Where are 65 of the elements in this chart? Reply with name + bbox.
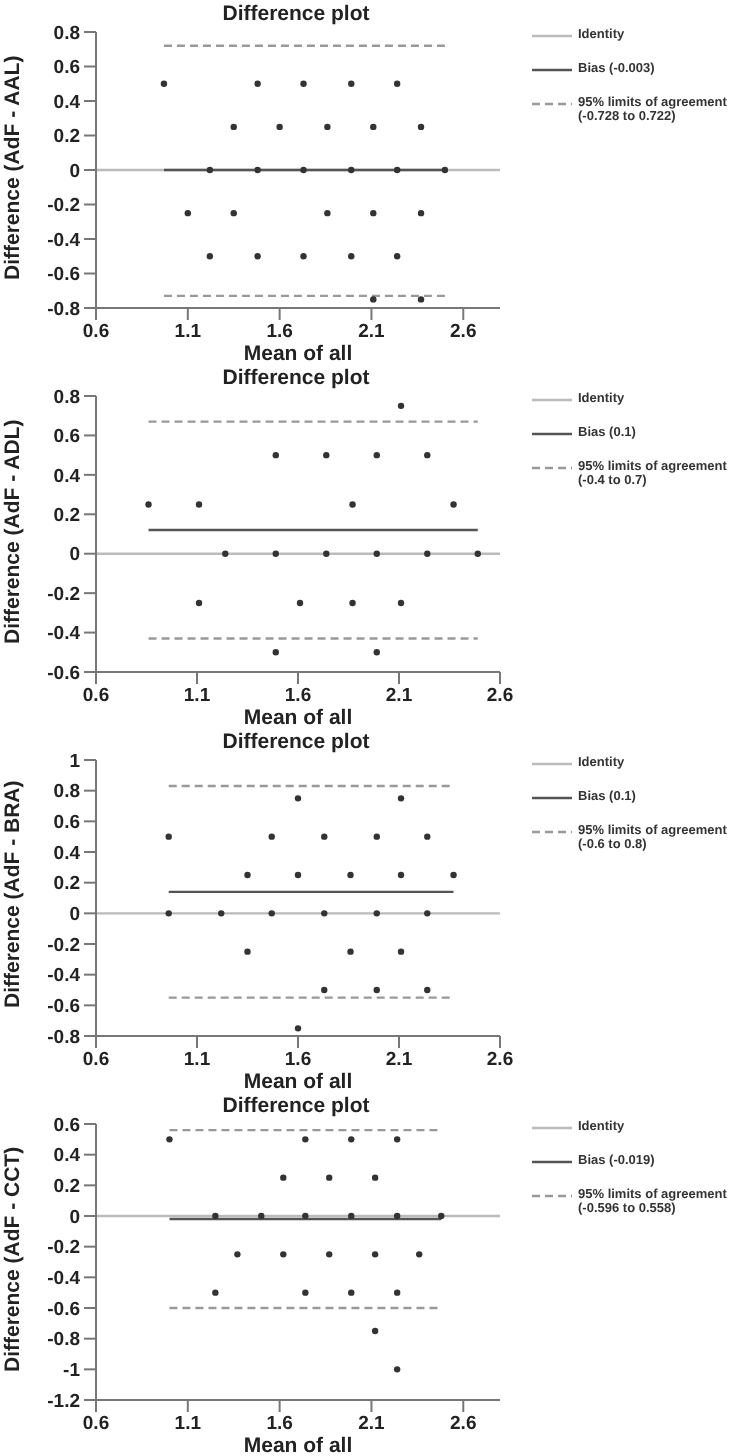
y-tick-label: 0.2 bbox=[53, 873, 80, 896]
y-tick-label: 0.8 bbox=[53, 22, 80, 45]
x-tick-label: 1.1 bbox=[174, 1413, 203, 1436]
y-tick-label: -0.2 bbox=[47, 583, 80, 606]
y-tick-label: -0.4 bbox=[47, 229, 82, 252]
chart-title: Difference plot bbox=[220, 2, 372, 26]
y-axis-title: Difference (AdF - CCT) bbox=[1, 1146, 26, 1372]
y-tick-label: 0.2 bbox=[53, 1176, 80, 1199]
y-tick-label: -0.6 bbox=[47, 1298, 80, 1321]
x-tick-label: 1.6 bbox=[266, 1413, 293, 1436]
y-tick-label: -0.4 bbox=[47, 1268, 82, 1291]
y-tick-label: 0 bbox=[69, 544, 80, 567]
y-tick-label: 0.2 bbox=[53, 126, 80, 149]
x-tick-label: 2.6 bbox=[450, 1413, 477, 1436]
x-tick-label: 1.6 bbox=[284, 1049, 312, 1072]
y-tick-label: 0 bbox=[69, 1206, 80, 1229]
x-tick-label: 2.6 bbox=[486, 685, 514, 708]
y-axis-title: Difference (AdF - BRA) bbox=[1, 780, 26, 1008]
x-tick-label: 2.1 bbox=[358, 1413, 387, 1436]
y-tick-label: -1 bbox=[63, 1360, 82, 1383]
x-tick-label: 1.6 bbox=[266, 321, 293, 344]
y-tick-label: -0.6 bbox=[47, 996, 80, 1019]
y-tick-label: 0.8 bbox=[53, 781, 80, 804]
y-tick-label: 0.6 bbox=[53, 426, 80, 449]
x-tick-label: 1.1 bbox=[183, 1049, 212, 1072]
y-tick-label: 0.4 bbox=[53, 1145, 82, 1168]
y-tick-label: -0.2 bbox=[47, 934, 80, 957]
x-tick-label: 2.6 bbox=[450, 321, 477, 344]
y-tick-label: 0.6 bbox=[53, 57, 80, 80]
y-tick-label: 0 bbox=[69, 160, 80, 183]
x-tick-label: 1.1 bbox=[174, 321, 203, 344]
x-axis-title: Mean of all bbox=[243, 706, 353, 730]
chart-title: Difference plot bbox=[220, 730, 372, 754]
y-tick-label: 0.2 bbox=[53, 505, 80, 528]
y-tick-label: 0 bbox=[69, 904, 80, 927]
y-tick-label: 0.4 bbox=[53, 465, 82, 488]
y-tick-label: -0.6 bbox=[47, 264, 80, 287]
y-tick-label: -0.6 bbox=[47, 662, 80, 685]
x-tick-label: 2.1 bbox=[385, 1049, 414, 1072]
y-tick-label: -0.2 bbox=[47, 1237, 80, 1260]
chart-title: Difference plot bbox=[220, 366, 372, 390]
y-tick-label: -0.8 bbox=[47, 298, 80, 321]
y-tick-label: 0.4 bbox=[53, 842, 82, 865]
y-tick-label: 0.6 bbox=[53, 812, 80, 835]
x-tick-label: 1.1 bbox=[183, 685, 212, 708]
x-tick-label: 2.1 bbox=[358, 321, 387, 344]
y-axis-title: Difference (AdF - AAL) bbox=[1, 55, 26, 280]
x-tick-label: 2.6 bbox=[486, 1049, 514, 1072]
y-tick-label: 1 bbox=[69, 750, 82, 773]
y-tick-label: -0.4 bbox=[47, 623, 82, 646]
x-axis-title: Mean of all bbox=[243, 342, 353, 366]
y-tick-label: 0.6 bbox=[53, 1114, 80, 1137]
y-tick-label: -0.8 bbox=[47, 1329, 80, 1352]
x-tick-label: 1.6 bbox=[284, 685, 312, 708]
x-axis-title: Mean of all bbox=[243, 1070, 353, 1094]
chart-title: Difference plot bbox=[220, 1094, 372, 1118]
y-tick-label: -0.4 bbox=[47, 965, 82, 988]
y-axis-title: Difference (AdF - ADL) bbox=[1, 419, 26, 644]
y-tick-label: -0.2 bbox=[47, 195, 80, 218]
y-tick-label: -1.2 bbox=[47, 1390, 80, 1413]
x-axis-title: Mean of all bbox=[243, 1434, 353, 1456]
y-tick-label: 0.4 bbox=[53, 91, 82, 114]
y-tick-label: 0.8 bbox=[53, 386, 80, 409]
x-tick-label: 2.1 bbox=[385, 685, 414, 708]
y-tick-label: -0.8 bbox=[47, 1026, 80, 1049]
